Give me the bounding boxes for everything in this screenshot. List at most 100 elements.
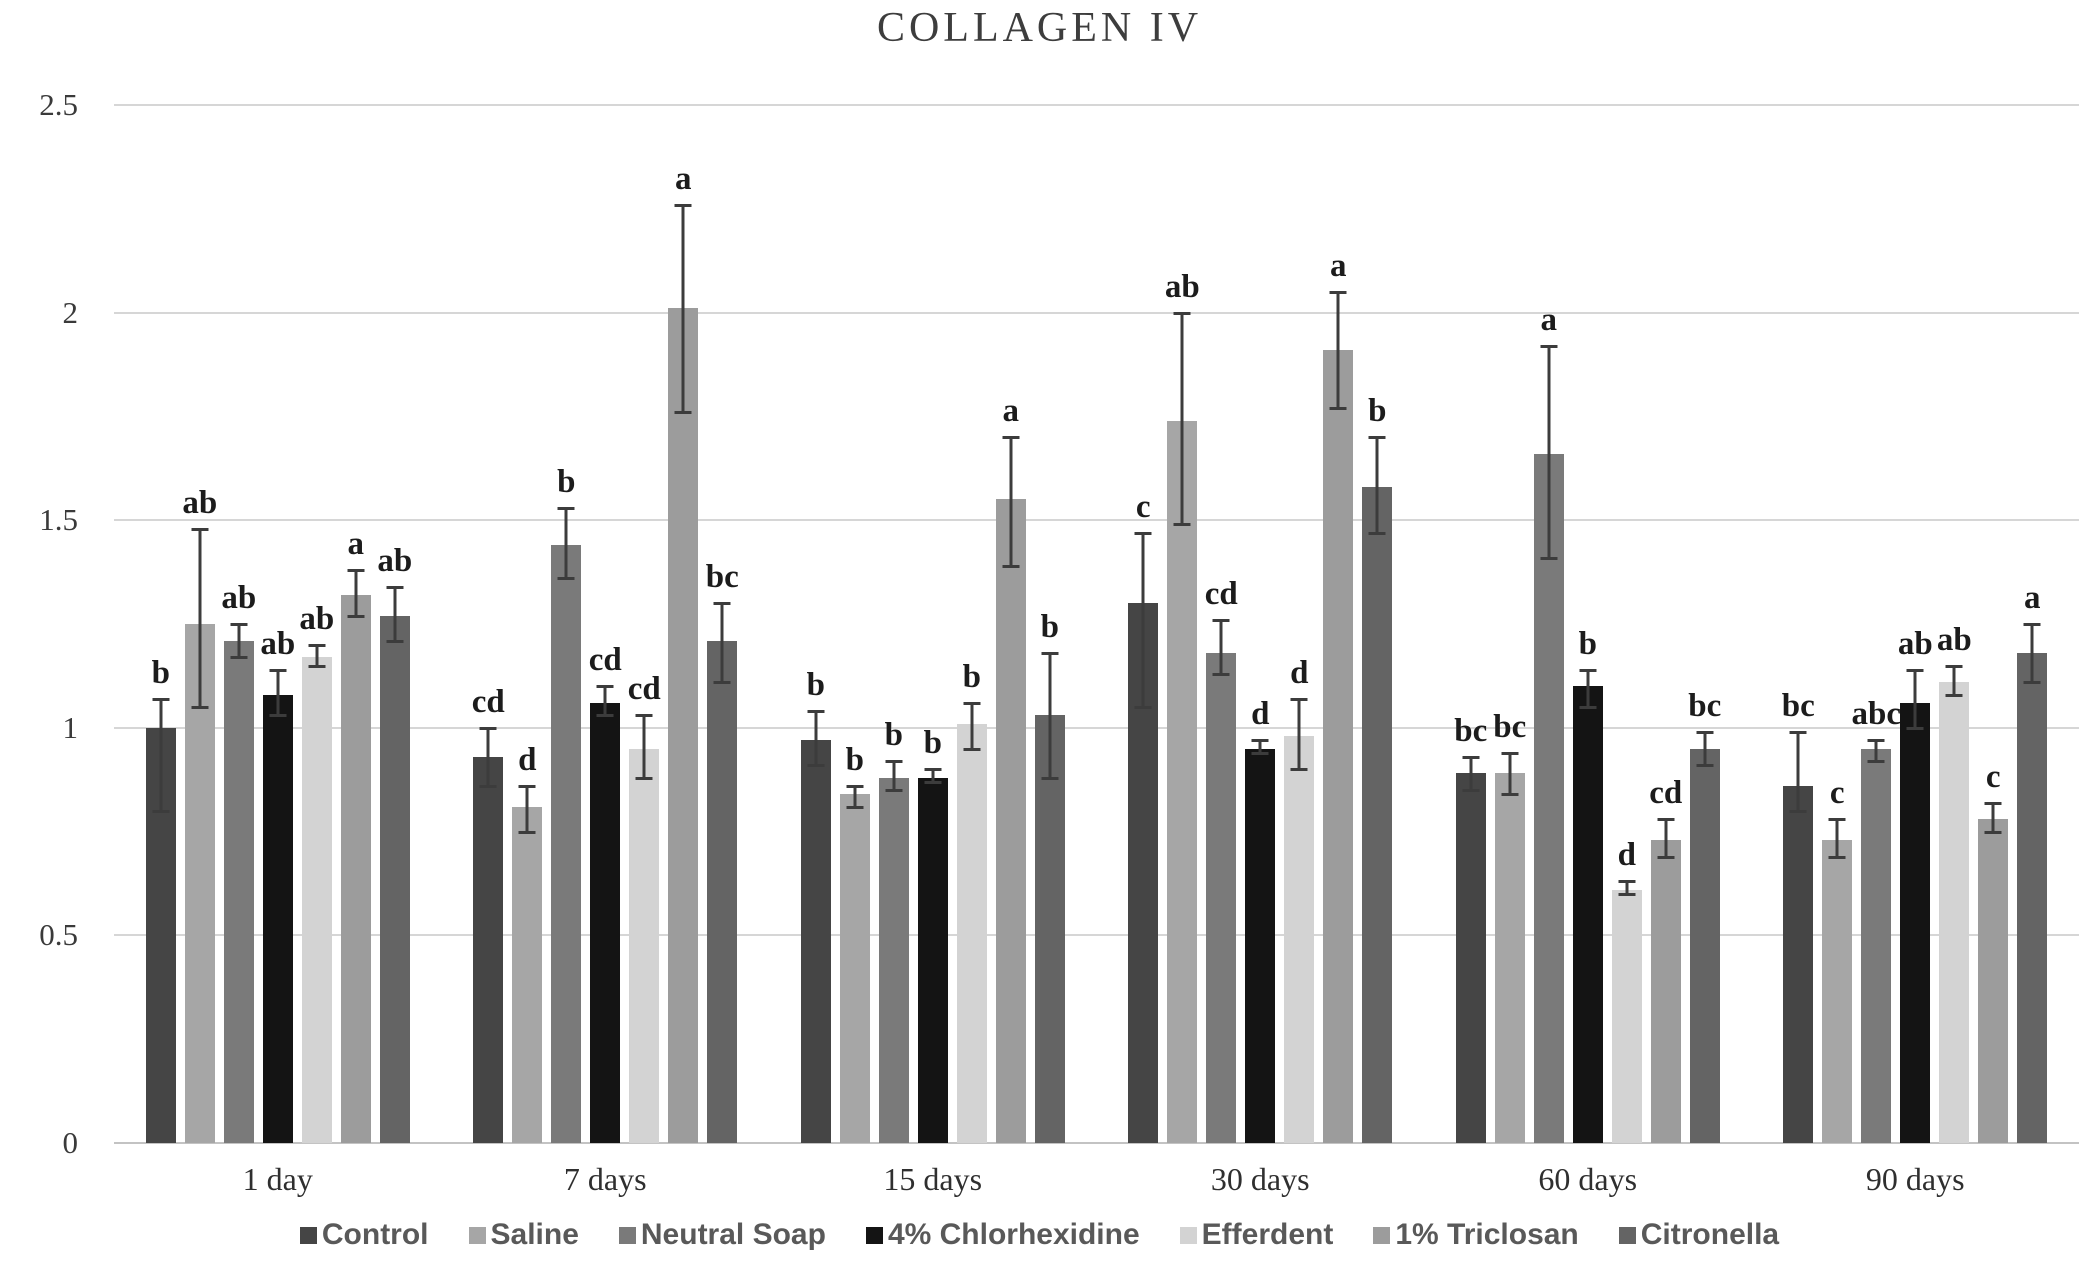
legend-item-citronella: Citronella xyxy=(1618,1218,1780,1252)
error-bar-cap xyxy=(713,602,731,606)
error-bar xyxy=(1508,752,1512,795)
legend-swatch xyxy=(1179,1226,1197,1244)
error-bar xyxy=(564,507,568,579)
legend-item-4-chlorhexidine: 4% Chlorhexidine xyxy=(865,1218,1140,1252)
error-bar-cap xyxy=(1041,652,1059,656)
bar-control-15-days xyxy=(800,740,831,1143)
significance-letter: b xyxy=(151,654,170,691)
significance-letter: cd xyxy=(1649,775,1683,812)
significance-letter: a xyxy=(347,526,365,563)
bar-neutral-soap-30-days xyxy=(1206,653,1237,1143)
error-bar xyxy=(2030,624,2034,683)
error-bar-cap xyxy=(807,710,825,714)
error-bar-cap xyxy=(1251,751,1269,755)
error-bar-cap xyxy=(230,656,248,660)
error-bar-cap xyxy=(1657,855,1675,859)
error-bar-cap xyxy=(1134,706,1152,710)
error-bar-cap xyxy=(2023,623,2041,626)
error-bar xyxy=(1625,881,1629,894)
error-bar xyxy=(642,715,646,778)
significance-letter: a xyxy=(1330,247,1347,284)
bar-neutral-soap-90-days xyxy=(1861,748,1892,1143)
error-bar-cap xyxy=(386,585,404,589)
bar-efferdent-1-day xyxy=(301,657,332,1143)
legend-label: Efferdent xyxy=(1201,1218,1334,1251)
significance-letter: b xyxy=(1368,393,1387,430)
significance-letter: b xyxy=(845,741,864,778)
error-bar-cap xyxy=(1984,830,2002,834)
chart-title: COLLAGEN IV xyxy=(876,5,1203,51)
x-axis-category-label: 15 days xyxy=(883,1161,983,1197)
error-bar-cap xyxy=(152,809,170,813)
error-bar xyxy=(681,204,685,413)
error-bar xyxy=(720,603,724,683)
error-bar xyxy=(853,785,857,807)
error-bar-cap xyxy=(557,506,575,510)
significance-letter: b xyxy=(884,717,903,754)
y-axis-tick-label: 0.5 xyxy=(39,917,78,953)
error-bar-cap xyxy=(885,760,903,764)
error-bar-cap xyxy=(1368,531,1386,535)
error-bar-cap xyxy=(1906,668,1924,672)
bar-control-90-days xyxy=(1783,785,1814,1143)
error-bar-cap xyxy=(963,747,981,751)
error-bar-cap xyxy=(1173,523,1191,527)
error-bar-cap xyxy=(635,714,653,718)
x-axis-category-label: 7 days xyxy=(563,1161,647,1197)
bar-saline-1-day xyxy=(184,624,215,1143)
error-bar xyxy=(1336,291,1340,409)
bar-citronella-60-days xyxy=(1689,748,1720,1143)
error-bar xyxy=(1009,437,1013,566)
error-bar xyxy=(1952,665,1956,695)
error-bar xyxy=(1547,345,1551,558)
bar-citronella-30-days xyxy=(1362,486,1393,1143)
significance-letter: d xyxy=(1617,837,1636,874)
bar-4-chlorhexidine-30-days xyxy=(1245,748,1276,1143)
error-bar-cap xyxy=(518,830,536,834)
significance-letter: cd xyxy=(627,671,661,708)
significance-letter: ab xyxy=(182,484,218,521)
error-bar xyxy=(1141,532,1145,708)
legend-label: 1% Triclosan xyxy=(1395,1218,1579,1251)
error-bar-cap xyxy=(308,664,326,668)
error-bar-cap xyxy=(1368,436,1386,440)
significance-letter: d xyxy=(1290,654,1309,691)
error-bar xyxy=(931,769,935,782)
error-bar-cap xyxy=(152,697,170,701)
legend-label: Citronella xyxy=(1640,1218,1780,1251)
error-bar-cap xyxy=(269,668,287,672)
error-bar-cap xyxy=(1789,809,1807,813)
x-axis-category-label: 90 days xyxy=(1865,1161,1965,1197)
legend-swatch xyxy=(1373,1226,1391,1244)
error-bar-cap xyxy=(1540,344,1558,348)
bar-saline-15-days xyxy=(839,794,870,1143)
y-axis-tick-label: 1 xyxy=(62,709,79,745)
bar-efferdent-60-days xyxy=(1611,889,1642,1143)
bar-4-chlorhexidine-7-days xyxy=(590,702,621,1143)
significance-letter: ab xyxy=(377,542,413,579)
legend-label: 4% Chlorhexidine xyxy=(887,1218,1140,1251)
significance-letter: ab xyxy=(260,625,296,662)
legend-swatch xyxy=(1618,1226,1636,1244)
error-bar-cap xyxy=(1579,706,1597,710)
bar-neutral-soap-1-day xyxy=(223,640,254,1143)
gridline-0 xyxy=(114,1142,2079,1144)
error-bar xyxy=(1874,740,1878,761)
error-bar xyxy=(198,528,202,708)
error-bar-cap xyxy=(479,726,497,730)
y-axis-tick-label: 2 xyxy=(62,294,79,330)
bar-1-triclosan-1-day xyxy=(340,594,371,1143)
bar-4-chlorhexidine-1-day xyxy=(262,694,293,1143)
error-bar-cap xyxy=(635,776,653,780)
significance-letter: d xyxy=(1251,696,1270,733)
error-bar xyxy=(1258,740,1262,753)
error-bar xyxy=(1796,731,1800,811)
significance-letter: a xyxy=(1540,301,1558,338)
significance-letter: d xyxy=(518,741,537,778)
error-bar-cap xyxy=(1618,880,1636,884)
significance-letter: ab xyxy=(299,600,335,637)
bar-citronella-1-day xyxy=(379,615,410,1143)
significance-letter: cd xyxy=(471,683,505,720)
error-bar xyxy=(1991,802,1995,832)
